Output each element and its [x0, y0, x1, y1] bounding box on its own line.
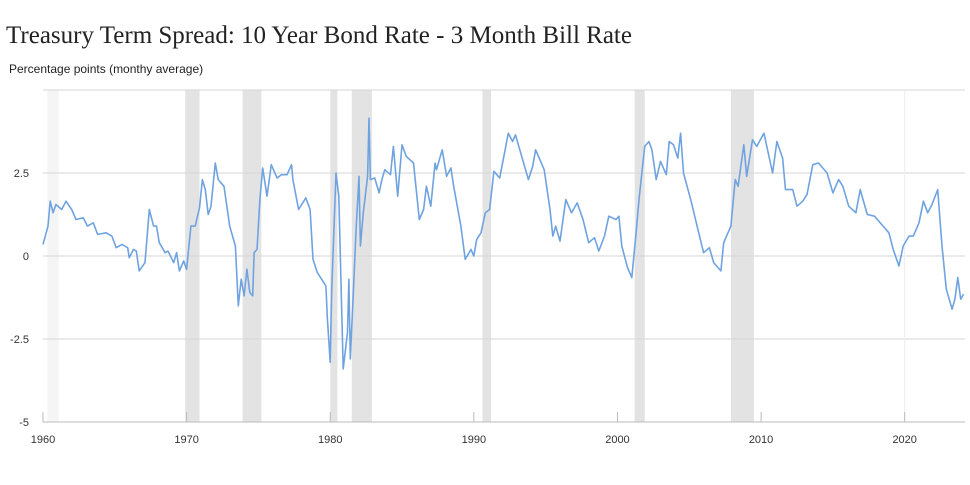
- x-tick-label: 1960: [31, 434, 55, 446]
- x-tick-label: 1990: [462, 434, 486, 446]
- y-tick-label: 2.5: [14, 168, 29, 180]
- series-line-term-spread: [42, 117, 965, 370]
- x-tick-label: 1980: [318, 434, 342, 446]
- chart-title: Treasury Term Spread: 10 Year Bond Rate …: [6, 22, 632, 49]
- y-tick-label: -2.5: [10, 334, 29, 346]
- x-tick-label: 2020: [892, 434, 916, 446]
- y-tick-label: 0: [23, 251, 29, 263]
- x-tick-label: 2010: [749, 434, 773, 446]
- x-tick-label: 2000: [605, 434, 629, 446]
- chart-subtitle: Percentage points (monthy average): [9, 62, 204, 76]
- gridlines: [43, 89, 965, 423]
- x-tick-label: 1970: [174, 434, 198, 446]
- y-axis-ticks: 2.5 0 -2.5 -5: [10, 168, 29, 429]
- x-axis-ticks: 1960 1970 1980 1990 2000 2010 2020: [31, 412, 917, 446]
- y-tick-label: -5: [19, 417, 29, 429]
